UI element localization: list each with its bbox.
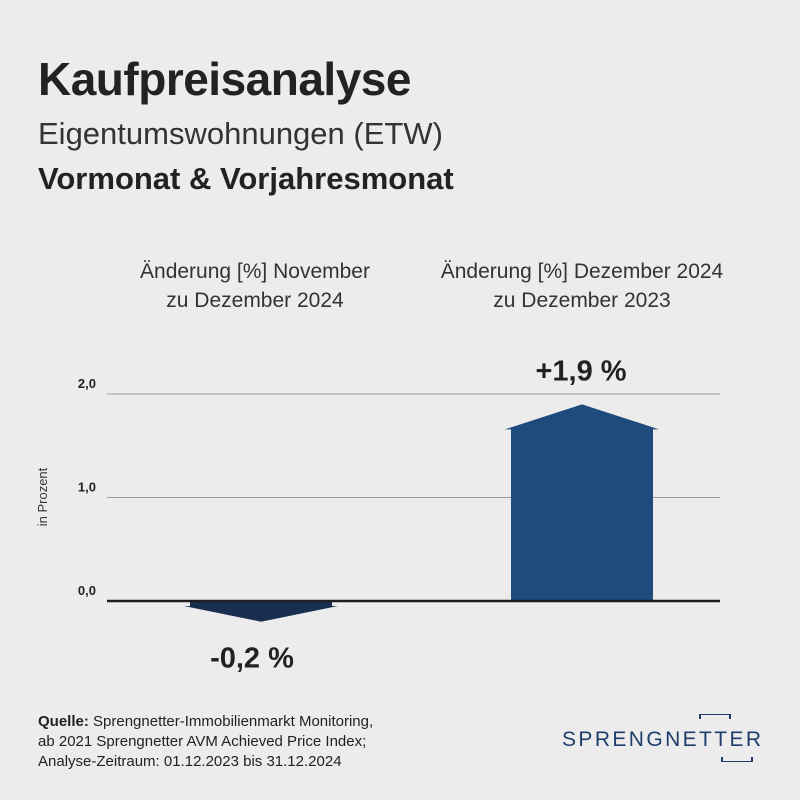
column-heading-year-line2: zu Dezember 2023 <box>493 289 671 312</box>
source-line3: Analyse-Zeitraum: 01.12.2023 bis 31.12.2… <box>38 753 342 770</box>
page-title: Kaufpreisanalyse <box>38 53 411 105</box>
data-label-2: +1,9 % <box>535 355 626 387</box>
source-line2: ab 2021 Sprengnetter AVM Achieved Price … <box>38 733 367 750</box>
y-axis-label: in Prozent <box>35 467 50 526</box>
column-heading-month: Änderung [%] November zu Dezember 2024 <box>95 257 415 315</box>
y-tick-label: 2,0 <box>78 376 96 391</box>
column-heading-year-line1: Änderung [%] Dezember 2024 <box>440 260 724 283</box>
bar-1 <box>184 601 338 622</box>
bar-2 <box>505 404 659 601</box>
page-subtitle-bold: Vormonat & Vorjahresmonat <box>38 161 454 196</box>
data-label-1: -0,2 % <box>210 643 294 675</box>
column-heading-month-line1: Änderung [%] November <box>140 260 370 283</box>
source-note: Quelle: Sprengnetter-Immobilienmarkt Mon… <box>38 712 373 772</box>
y-tick-label: 1,0 <box>78 480 96 495</box>
column-heading-month-line2: zu Dezember 2024 <box>166 289 344 312</box>
source-line1: Sprengnetter-Immobilienmarkt Monitoring, <box>93 713 374 730</box>
column-heading-year: Änderung [%] Dezember 2024 zu Dezember 2… <box>422 257 742 315</box>
y-tick-label: 0,0 <box>78 583 96 598</box>
sprengnetter-logo: SPRENGNETTER <box>562 714 766 762</box>
logo-mark <box>699 714 753 762</box>
source-label: Quelle: <box>38 713 89 730</box>
logo-text: SPRENGNETTER <box>562 728 764 751</box>
page-subtitle: Eigentumswohnungen (ETW) <box>38 116 443 151</box>
